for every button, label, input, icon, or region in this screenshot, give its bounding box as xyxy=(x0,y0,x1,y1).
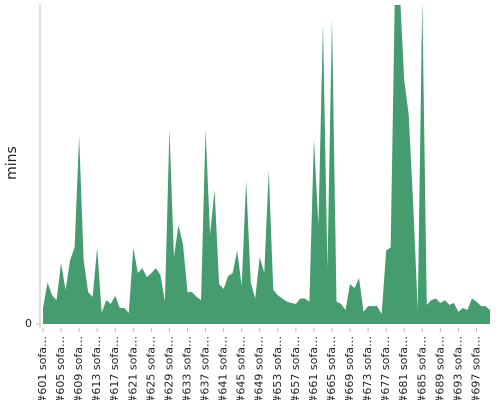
x-tick-label: #645 sofa… xyxy=(235,336,248,400)
x-tick-label: #665 sofa… xyxy=(325,336,338,400)
x-tick-label: #697 sofa… xyxy=(469,336,482,400)
x-tick-label: #673 sofa… xyxy=(361,336,374,400)
y-tick-label: 0 xyxy=(25,317,32,330)
area xyxy=(43,5,490,324)
x-tick-label: #621 sofa… xyxy=(126,336,139,400)
x-tick-label: #613 sofa… xyxy=(90,336,103,400)
x-tick-label: #633 sofa… xyxy=(180,336,193,400)
x-tick-label: #629 sofa… xyxy=(162,336,175,400)
x-tick-label: #649 sofa… xyxy=(253,336,266,400)
x-tick-label: #653 sofa… xyxy=(271,336,284,400)
y-axis-label: mins xyxy=(4,146,20,180)
x-tick-label: #617 sofa… xyxy=(108,336,121,400)
x-tick-label: #601 sofa… xyxy=(36,336,49,400)
x-tick-label: #693 sofa… xyxy=(451,336,464,400)
x-tick-label: #625 sofa… xyxy=(144,336,157,400)
x-tick-label: #637 sofa… xyxy=(199,336,212,400)
x-tick-label: #657 sofa… xyxy=(289,336,302,400)
x-tick-label: #661 sofa… xyxy=(307,336,320,400)
x-tick-label: #677 sofa… xyxy=(379,336,392,400)
x-tick-label: #689 sofa… xyxy=(433,336,446,400)
x-tick-label: #685 sofa… xyxy=(415,336,428,400)
x-tick-label: #681 sofa… xyxy=(397,336,410,400)
x-tick-label: #605 sofa… xyxy=(54,336,67,400)
x-tick-label: #641 sofa… xyxy=(217,336,230,400)
x-tick-label: #669 sofa… xyxy=(343,336,356,400)
x-tick-label: #609 sofa… xyxy=(72,336,85,400)
